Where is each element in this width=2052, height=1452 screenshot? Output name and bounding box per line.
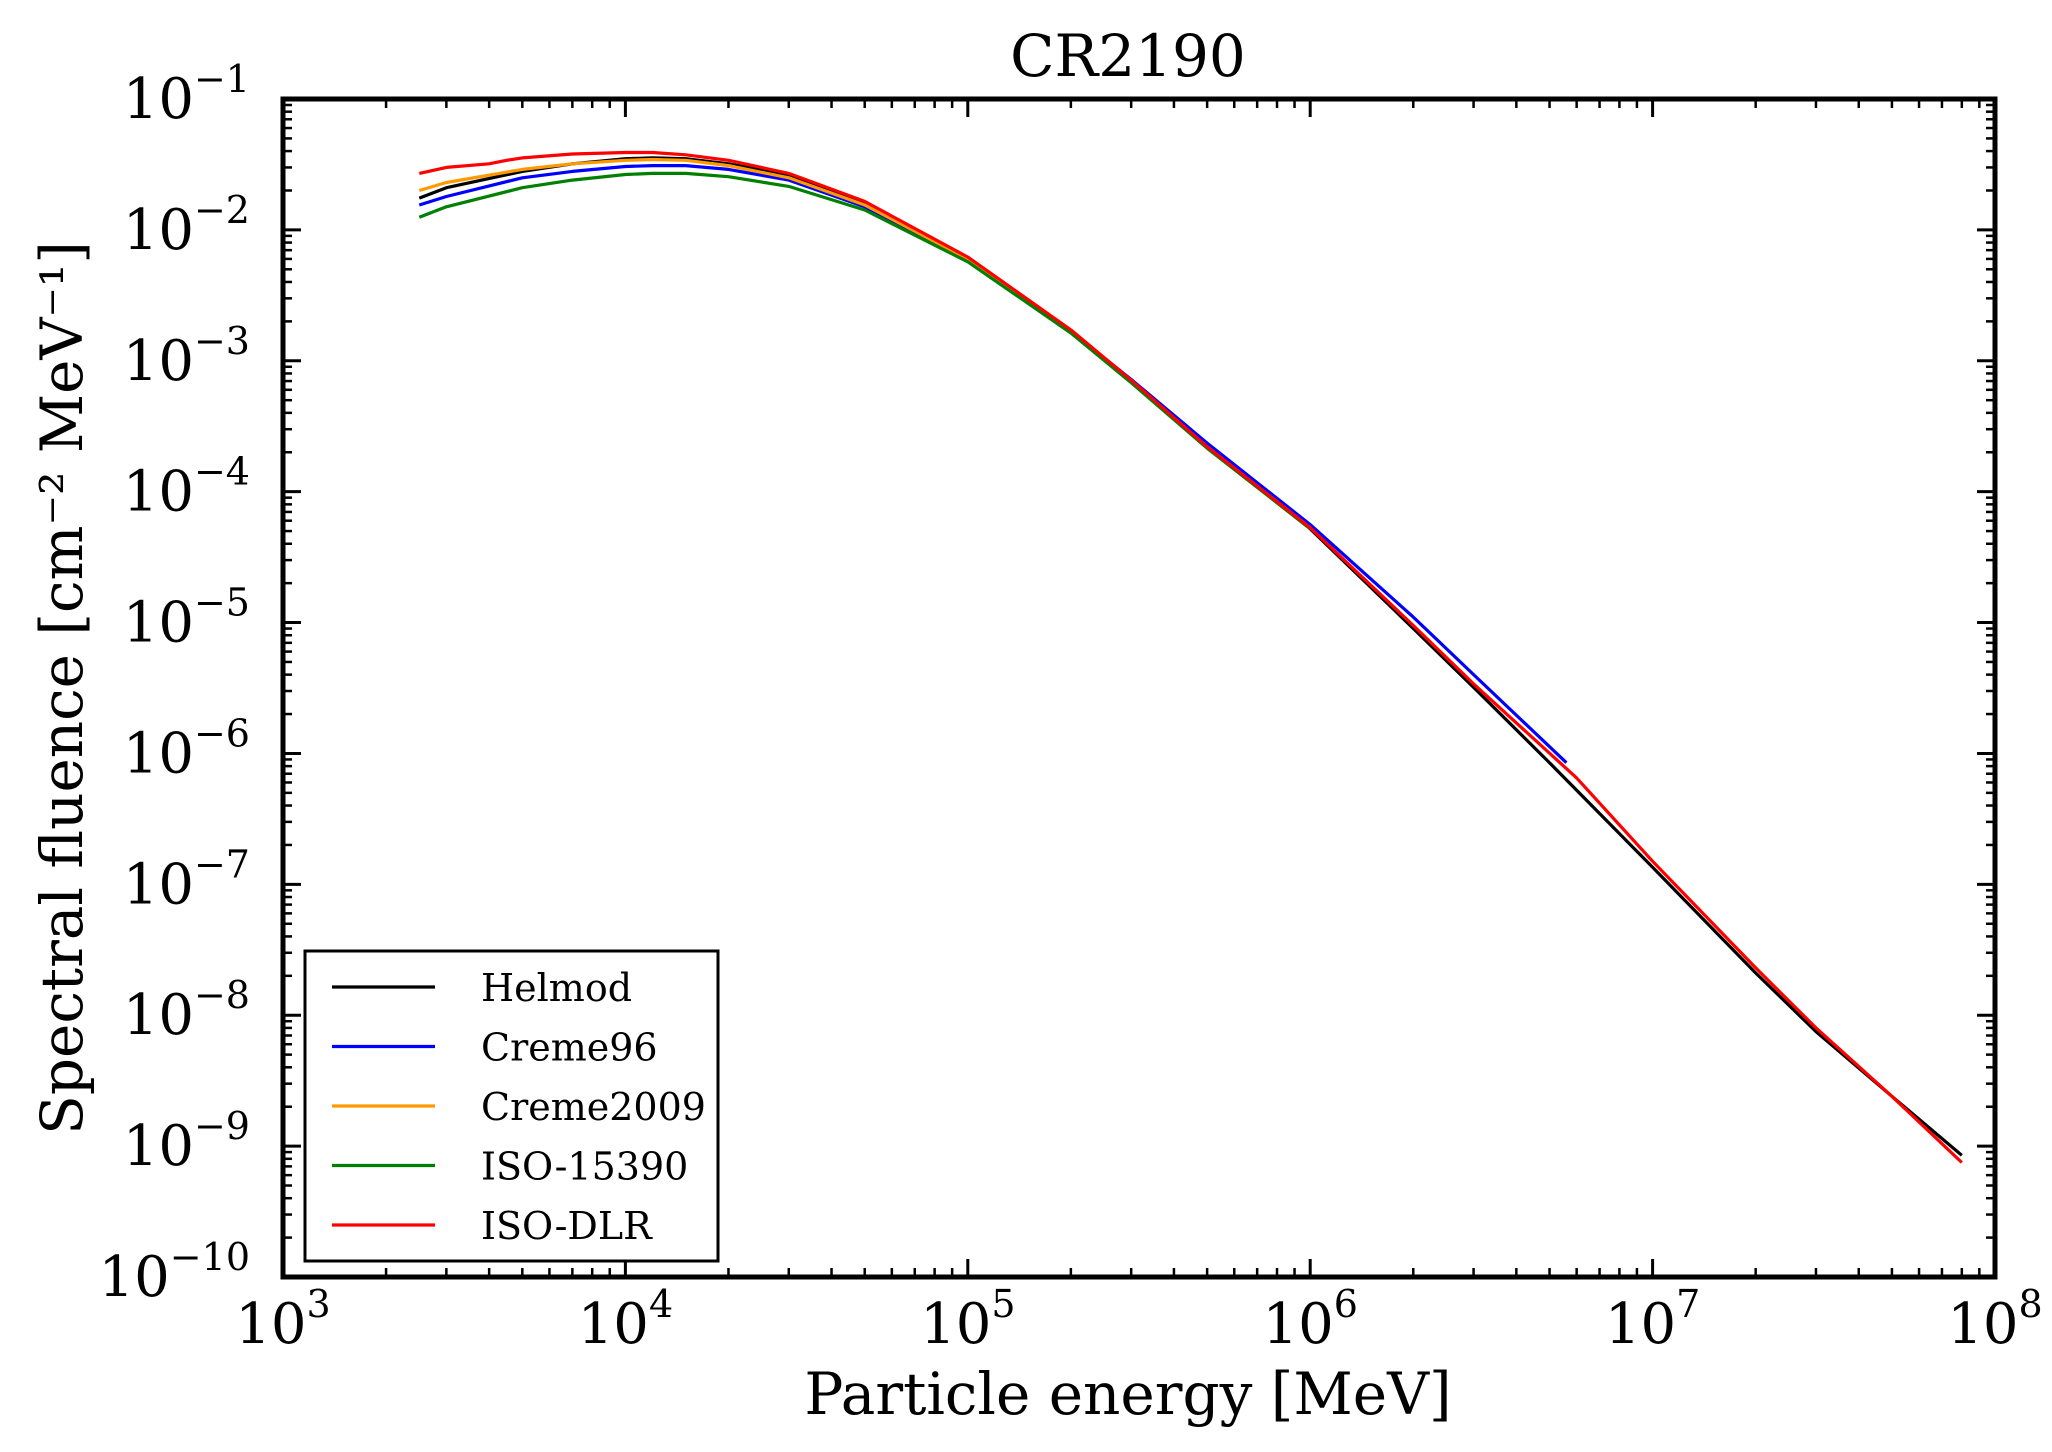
- y-tick-label: 10−1: [123, 57, 250, 132]
- x-tick-label: 106: [1262, 1282, 1357, 1357]
- x-tick-label: 103: [235, 1282, 330, 1357]
- x-tick-label: 105: [920, 1282, 1015, 1357]
- legend: Helmod Creme96 Creme2009 ISO-15390 ISO-DLR: [303, 949, 720, 1263]
- series-line-3: [418, 171, 1312, 531]
- legend-label: Creme96: [481, 1026, 658, 1070]
- x-tick-label: 108: [1947, 1282, 2042, 1357]
- legend-label: Helmod: [481, 966, 632, 1010]
- y-tick-label: 10−4: [123, 450, 250, 525]
- x-tick-label: 107: [1605, 1282, 1700, 1357]
- x-axis-label: Particle energy [MeV]: [804, 1360, 1451, 1428]
- y-tick-label: 10−7: [123, 842, 250, 917]
- y-axis-label: Spectral fluence [cm⁻² MeV⁻¹]: [28, 241, 96, 1135]
- legend-label: ISO-DLR: [481, 1204, 653, 1248]
- y-tick-label: 10−10: [99, 1235, 250, 1310]
- y-tick-label: 10−2: [123, 188, 250, 263]
- y-tick-label: 10−5: [123, 581, 250, 656]
- series-line-2: [418, 157, 1312, 530]
- y-tick-label: 10−9: [123, 1104, 250, 1179]
- legend-label: ISO-15390: [481, 1145, 688, 1189]
- y-tick-label: 10−3: [123, 319, 250, 394]
- legend-label: Creme2009: [481, 1085, 706, 1129]
- axes-frame: [280, 96, 1998, 1280]
- series-line-4: [418, 150, 1963, 1164]
- y-tick-label: 10−8: [123, 973, 250, 1048]
- series-line-1: [418, 164, 1568, 764]
- chart-title: CR2190: [1010, 22, 1246, 90]
- x-tick-label: 104: [578, 1282, 673, 1357]
- y-tick-label: 10−6: [123, 711, 250, 786]
